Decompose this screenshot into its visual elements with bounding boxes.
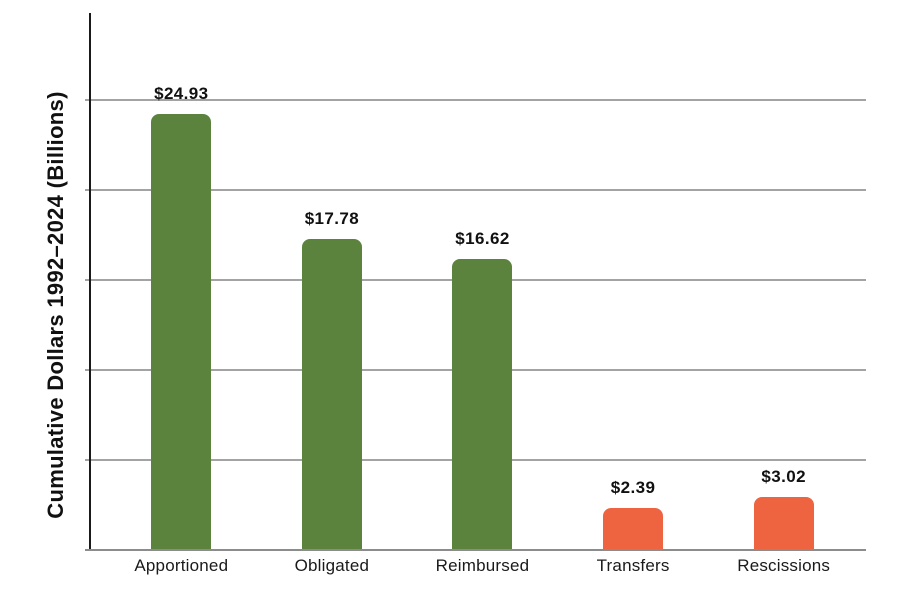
bar-reimbursed [452,259,513,550]
bars-row: $24.93 $17.78 $16.62 $2.39 $3.02 [90,13,867,550]
bar-apportioned [151,114,212,550]
x-axis-label-apportioned: Apportioned [134,556,229,575]
bar-transfers [603,508,664,550]
bar-slot-reimbursed: $16.62 [407,13,558,550]
x-axis-label-reimbursed: Reimbursed [435,556,530,575]
x-axis-label-transfers: Transfers [596,556,670,575]
plot-area: $24.93 $17.78 $16.62 $2.39 $3.02 [85,13,867,550]
bar-value-label-transfers: $2.39 [610,478,656,497]
bar-value-label-reimbursed: $16.62 [455,229,510,248]
gridline [85,99,866,101]
gridline [85,189,866,191]
x-axis-labels: Apportioned Obligated Reimbursed Transfers R… [90,556,867,576]
bar-value-label-obligated: $17.78 [304,209,360,228]
x-axis-label-obligated: Obligated [294,556,370,575]
y-axis-title: Cumulative Dollars 1992–2024 (Billions) [43,91,68,519]
bar-slot-apportioned: $24.93 [106,13,257,550]
bar-value-label-apportioned: $24.93 [154,84,209,103]
x-axis-line [85,549,866,551]
bar-slot-transfers: $2.39 [558,13,709,550]
y-axis-spine [89,13,91,551]
bar-obligated [301,239,362,550]
x-axis-label-rescissions: Rescissions [737,556,831,575]
bar-value-label-rescissions: $3.02 [761,467,806,486]
bar-slot-rescissions: $3.02 [708,13,859,550]
bar-slot-obligated: $17.78 [257,13,408,550]
bar-rescissions [753,497,814,550]
